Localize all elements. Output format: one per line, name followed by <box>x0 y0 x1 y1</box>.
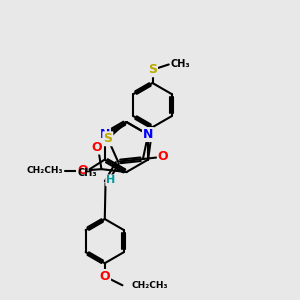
Text: N: N <box>100 128 110 141</box>
Text: H: H <box>106 176 116 185</box>
Text: O: O <box>77 164 88 177</box>
Text: O: O <box>92 141 102 154</box>
Text: CH₃: CH₃ <box>170 59 190 70</box>
Text: CH₂CH₃: CH₂CH₃ <box>27 166 63 175</box>
Text: CH₂CH₃: CH₂CH₃ <box>131 281 168 290</box>
Text: CH₃: CH₃ <box>77 168 97 178</box>
Text: N: N <box>143 128 153 141</box>
Text: S: S <box>103 132 112 145</box>
Text: O: O <box>158 150 169 163</box>
Text: S: S <box>148 63 157 76</box>
Text: O: O <box>100 270 110 283</box>
